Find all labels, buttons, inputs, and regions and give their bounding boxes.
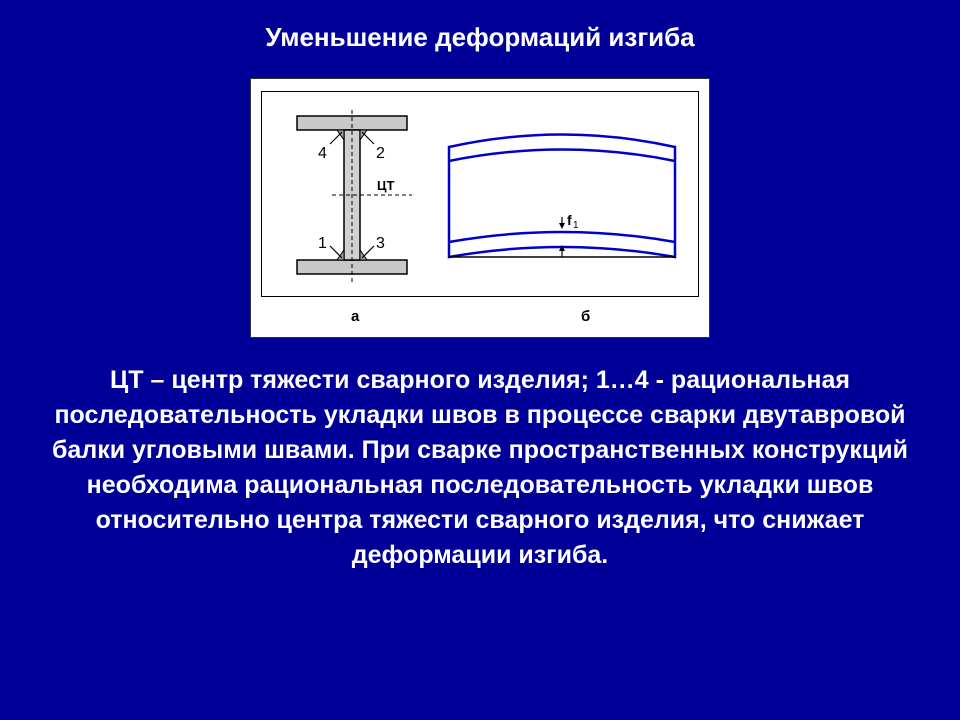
weld-number-1: 1 (318, 235, 327, 252)
diagram-label-b: б (581, 308, 590, 325)
slide-body-text: ЦТ – центр тяжести сварного изделия; 1…4… (0, 338, 960, 573)
diagram-panel: 4 2 1 3 ЦТ (250, 78, 710, 338)
weld-number-4: 4 (318, 145, 327, 162)
weld-number-3: 3 (376, 235, 385, 252)
deflection-label-sub: 1 (573, 220, 579, 231)
ibeam-cross-section: 4 2 1 3 ЦТ (282, 110, 422, 280)
deflection-label: f (567, 212, 572, 228)
curved-beam-diagram: f 1 (437, 117, 687, 287)
slide-title: Уменьшение деформаций изгиба (0, 0, 960, 53)
center-of-gravity-label: ЦТ (377, 178, 394, 193)
diagram-inner-border: 4 2 1 3 ЦТ (261, 91, 699, 297)
diagram-label-a: а (351, 308, 359, 325)
weld-number-2: 2 (376, 145, 385, 162)
